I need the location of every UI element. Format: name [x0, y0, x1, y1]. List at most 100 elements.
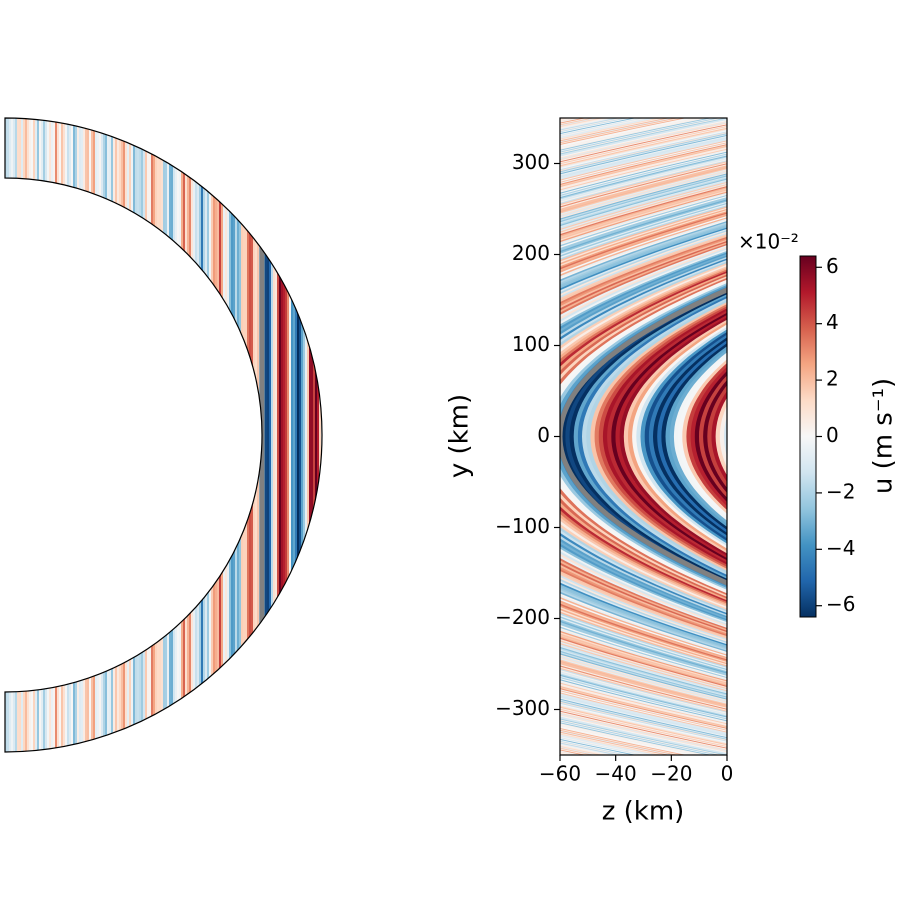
field-band	[560, 159, 727, 714]
x-tick-label: −60	[539, 762, 581, 786]
field-band	[661, 343, 727, 530]
field-band	[577, 296, 727, 577]
field-band	[0, 118, 473, 755]
shell-stripe	[69, 118, 72, 752]
field-band	[594, 304, 727, 569]
shell-stripe	[315, 118, 318, 752]
shell-stripe	[59, 118, 62, 752]
field-band	[560, 160, 727, 713]
shell-stripe	[307, 118, 310, 752]
field-band	[636, 326, 727, 547]
field-band	[0, 118, 502, 755]
shell-stripe	[73, 118, 76, 752]
field-band	[719, 405, 727, 468]
shell-stripe	[255, 118, 258, 752]
field-band	[0, 118, 481, 755]
field-band	[560, 155, 727, 718]
shell-stripe	[311, 118, 314, 752]
shell-stripe	[113, 118, 116, 752]
y-tick-label: 0	[537, 423, 550, 447]
field-band	[698, 375, 727, 498]
shell-stripe	[15, 118, 18, 752]
shell-stripe	[241, 118, 244, 752]
x-label: z (km)	[602, 797, 685, 827]
shell-stripe	[75, 118, 78, 752]
y-label: y (km)	[445, 394, 475, 478]
field-band	[678, 355, 727, 518]
field-band	[669, 349, 727, 524]
colorbar-tick-label: −2	[826, 479, 855, 503]
field-band	[644, 332, 727, 541]
shell-stripe	[295, 118, 298, 752]
shell-stripe	[253, 118, 256, 752]
field-band	[690, 366, 727, 507]
shell-stripe	[103, 118, 106, 752]
colorbar	[799, 255, 817, 618]
shell-stripe	[33, 118, 36, 752]
colorbar-tick-label: 4	[826, 310, 839, 334]
field-band	[560, 158, 727, 715]
colorbar-tick-label: 6	[826, 254, 839, 278]
field-band	[648, 334, 727, 539]
shell-stripe	[273, 118, 276, 752]
field-band	[560, 154, 727, 719]
field-band	[715, 397, 727, 476]
shell-stripe	[79, 118, 82, 752]
field-band	[0, 118, 518, 755]
shell-stripe	[281, 118, 284, 752]
shell-stripe	[105, 118, 108, 752]
shell-stripe	[43, 118, 46, 752]
y-tick-label: 200	[512, 241, 550, 265]
shell-stripe	[313, 118, 316, 752]
field	[0, 118, 727, 755]
shell-stripe	[37, 118, 40, 752]
shell-stripe	[121, 118, 124, 752]
shell-stripe	[129, 118, 132, 752]
shell-stripe	[237, 118, 240, 752]
shell-stripe	[249, 118, 252, 752]
shell-stripe	[117, 118, 120, 752]
x-tick-label: 0	[721, 762, 734, 786]
shell-stripe	[127, 118, 130, 752]
shell-stripe	[305, 118, 308, 752]
field-band	[623, 319, 727, 554]
field-band	[0, 118, 510, 755]
shell-stripe	[31, 118, 34, 752]
shell-stripe	[71, 118, 74, 752]
shell-stripe	[299, 118, 302, 752]
y-tick-label: 300	[512, 150, 550, 174]
shell-stripe	[89, 118, 92, 752]
shell-stripe	[63, 118, 66, 752]
field-band	[560, 153, 727, 720]
field-band	[0, 118, 493, 755]
shell-stripe	[9, 118, 12, 752]
field-band	[560, 118, 649, 755]
shell-stripe	[107, 118, 110, 752]
shell-stripe	[45, 118, 48, 752]
shell-stripe	[85, 118, 88, 752]
shell-stripe	[251, 118, 254, 752]
shell-stripe	[243, 118, 246, 752]
shell-stripe	[29, 118, 32, 752]
shell-stripe	[289, 118, 292, 752]
field-band	[0, 118, 485, 755]
shell-stripe	[13, 118, 16, 752]
colorbar-label: u (m s⁻¹)	[869, 378, 899, 494]
shell-field	[5, 118, 322, 752]
field-band	[673, 352, 727, 521]
field-band	[652, 337, 727, 536]
y-tick-label: −100	[495, 514, 550, 538]
shell-stripe	[233, 118, 236, 752]
shell-stripe	[77, 118, 80, 752]
shell-stripe	[87, 118, 90, 752]
field-band	[565, 290, 727, 583]
colorbar-tick-label: −6	[826, 592, 855, 616]
x-tick-label: −20	[650, 762, 692, 786]
shell-stripe	[125, 118, 128, 752]
shell-stripe	[99, 118, 102, 752]
shell-stripe	[123, 118, 126, 752]
shell-stripe	[25, 118, 28, 752]
shell-stripe	[115, 118, 118, 752]
field-band	[602, 308, 727, 565]
shell-stripe	[23, 118, 26, 752]
